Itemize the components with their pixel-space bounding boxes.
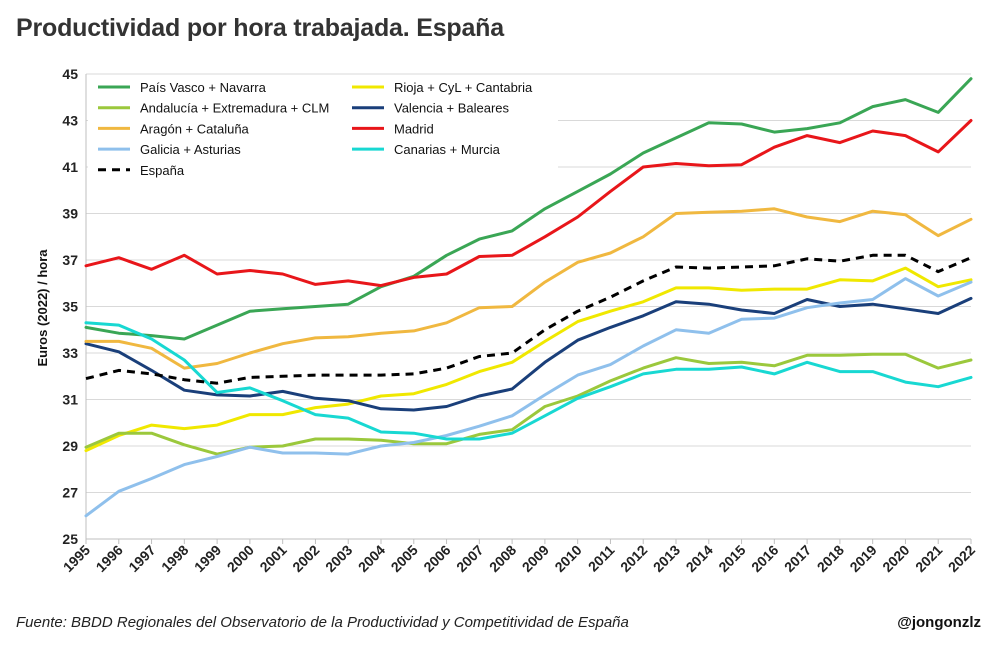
y-tick-label: 25	[62, 531, 78, 547]
x-tick-label: 2021	[912, 542, 945, 575]
x-tick-label: 2006	[420, 542, 453, 575]
y-tick-label: 41	[62, 159, 78, 175]
legend-label: Madrid	[394, 121, 434, 136]
legend-label: Andalucía + Extremadura + CLM	[140, 101, 329, 116]
x-tick-label: 2020	[879, 542, 912, 575]
x-tick-label: 2010	[551, 542, 584, 575]
x-axis-ticks: 1995 1996 1997 1998 1999 2000 2001 2002 2003 2004…	[60, 542, 978, 575]
x-tick-label: 2012	[617, 542, 650, 575]
x-tick-label: 1998	[158, 542, 191, 575]
legend-label: País Vasco + Navarra	[140, 80, 267, 95]
y-axis-ticks: 25 27 29 31 33 35 37 39 41 43 45	[62, 66, 78, 547]
x-tick-label: 2002	[289, 542, 322, 575]
y-tick-label: 29	[62, 438, 78, 454]
legend-label: Valencia + Baleares	[394, 101, 510, 116]
x-tick-label: 2004	[355, 542, 388, 575]
x-tick-label: 2005	[388, 542, 421, 575]
axes	[85, 74, 972, 544]
legend-label: Rioja + CyL + Cantabria	[394, 80, 533, 95]
legend-background	[88, 76, 558, 180]
x-tick-label: 2017	[781, 542, 814, 575]
x-tick-label: 2022	[945, 542, 978, 575]
series-lines	[84, 77, 973, 518]
x-tick-label: 2015	[715, 542, 748, 575]
y-tick-label: 39	[62, 206, 78, 222]
series-line	[84, 77, 973, 341]
x-tick-label: 2016	[748, 542, 781, 575]
x-tick-label: 2014	[683, 542, 716, 575]
chart-title: Productividad por hora trabajada. España	[16, 14, 504, 42]
series-line	[84, 296, 973, 412]
y-tick-label: 35	[62, 299, 78, 315]
x-tick-label: 2001	[256, 542, 289, 575]
series-line	[84, 207, 973, 370]
x-tick-label: 2000	[224, 542, 257, 575]
x-tick-label: 2007	[453, 542, 486, 575]
x-tick-label: 2003	[322, 542, 355, 575]
x-tick-label: 1999	[191, 542, 224, 575]
y-tick-label: 33	[62, 345, 78, 361]
y-tick-label: 43	[62, 113, 78, 129]
series-line	[84, 321, 973, 441]
x-tick-label: 2013	[650, 542, 683, 575]
legend-label: Canarias + Murcia	[394, 142, 501, 157]
series-line	[84, 266, 973, 453]
x-tick-label: 2018	[814, 542, 847, 575]
y-tick-label: 31	[62, 392, 78, 408]
y-tick-label: 45	[62, 66, 78, 82]
y-tick-label: 27	[62, 485, 78, 501]
x-tick-label: 2011	[585, 542, 618, 575]
x-tick-label: 2009	[519, 542, 552, 575]
source-note: Fuente: BBDD Regionales del Observatorio…	[16, 614, 629, 631]
legend-label: Galicia + Asturias	[140, 142, 241, 157]
legend: País Vasco + Navarra Rioja + CyL + Cantab…	[88, 76, 558, 180]
series-line	[84, 277, 973, 518]
legend-label: Aragón + Cataluña	[140, 121, 250, 136]
x-tick-label: 1997	[125, 542, 158, 575]
series-line	[85, 253, 972, 385]
x-tick-label: 2008	[486, 542, 519, 575]
x-tick-label: 1996	[93, 542, 126, 575]
author-handle: @jongonzlz	[897, 614, 981, 631]
y-axis-label: Euros (2022) / hora	[35, 249, 50, 367]
y-tick-label: 37	[62, 252, 78, 268]
x-tick-label: 2019	[846, 542, 879, 575]
series-line	[84, 119, 973, 288]
legend-label: España	[140, 163, 185, 178]
